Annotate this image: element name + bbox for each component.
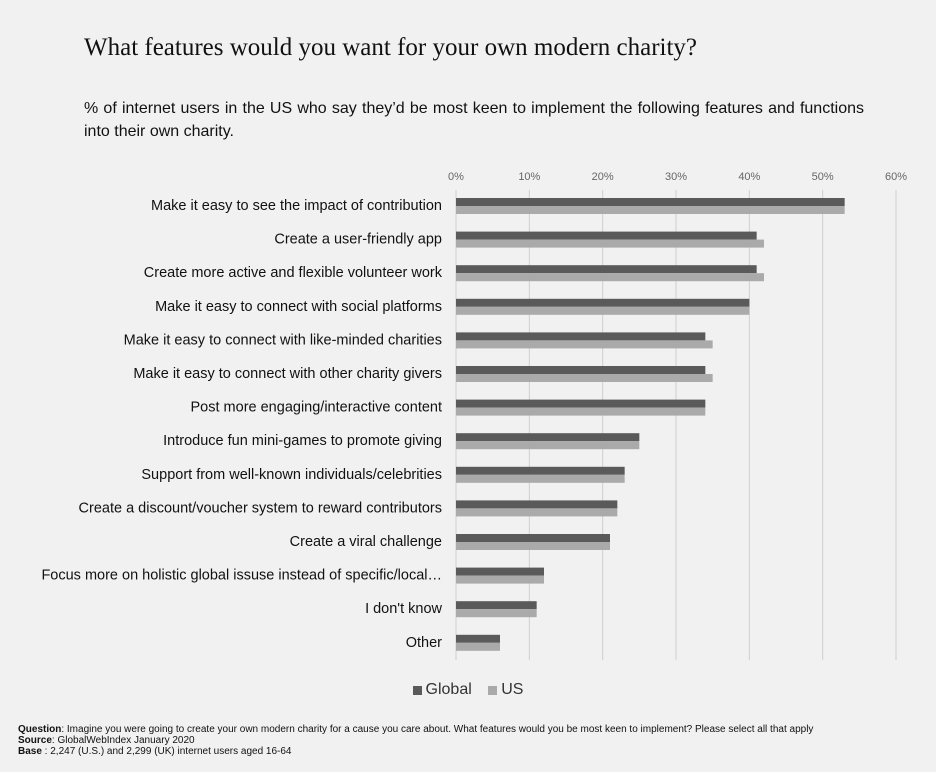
gridlines	[455, 190, 897, 660]
bar-global	[456, 466, 625, 475]
bars	[456, 198, 845, 651]
bar-global	[456, 332, 706, 341]
category-labels: Make it easy to see the impact of contri…	[41, 198, 442, 651]
bar-us	[456, 407, 706, 416]
category-label: Create a viral challenge	[290, 534, 442, 550]
legend-label-us: US	[501, 681, 524, 698]
bar-global	[456, 601, 537, 610]
bar-us	[456, 206, 845, 214]
category-label: Create more active and flexible voluntee…	[144, 265, 443, 281]
footnote-question: Question: Imagine you were going to crea…	[18, 724, 928, 735]
chart-title: What features would you want for your ow…	[84, 34, 698, 61]
bar-global	[456, 231, 757, 240]
bar-us	[456, 609, 537, 618]
bar-global	[456, 265, 757, 274]
legend-swatch-us	[488, 685, 498, 695]
bar-us	[456, 340, 713, 349]
question-label: Question	[18, 724, 62, 735]
bar-us	[456, 642, 500, 651]
bar-us	[456, 306, 750, 315]
category-label: Introduce fun mini-games to promote givi…	[163, 433, 442, 449]
bar-us	[456, 441, 640, 450]
category-label: Make it easy to see the impact of contri…	[151, 198, 442, 214]
x-axis-ticks: 0% 10% 20% 30% 40% 50% 60%	[448, 171, 907, 183]
question-text: : Imagine you were going to create your …	[61, 724, 814, 735]
category-label: I don't know	[365, 601, 442, 617]
base-text: : 2,247 (U.S.) and 2,299 (UK) internet u…	[41, 746, 292, 757]
footnote: Question: Imagine you were going to crea…	[18, 724, 928, 757]
category-label: Focus more on holistic global issuse ins…	[41, 568, 442, 584]
legend-label-global: Global	[425, 681, 472, 698]
category-label: Support from well-known individuals/cele…	[141, 467, 442, 483]
footnote-base: Base : 2,247 (U.S.) and 2,299 (UK) inter…	[18, 746, 928, 757]
bar-us	[456, 508, 618, 517]
bar-global	[456, 567, 544, 576]
x-tick-label: 50%	[812, 171, 834, 183]
x-tick-label: 0%	[448, 171, 464, 183]
chart-subtitle: % of internet users in the US who say th…	[84, 100, 864, 140]
x-tick-label: 20%	[592, 171, 614, 183]
base-label: Base	[18, 746, 42, 757]
legend-swatch-global	[412, 685, 422, 695]
bar-us	[456, 374, 713, 382]
bar-us	[456, 239, 764, 248]
category-label: Create a user-friendly app	[274, 232, 442, 248]
category-label: Make it easy to connect with other chari…	[133, 366, 442, 382]
source-text: : GlobalWebIndex January 2020	[51, 735, 195, 746]
category-label: Other	[406, 635, 442, 651]
x-tick-label: 10%	[518, 171, 540, 183]
bar-chart: 0% 10% 20% 30% 40% 50% 60% Make it easy to see…	[41, 171, 907, 660]
bar-global	[456, 634, 500, 643]
bar-us	[456, 575, 544, 584]
legend-item-us: US	[488, 681, 523, 699]
category-label: Make it easy to connect with like-minded…	[124, 332, 442, 348]
legend-item-global: Global	[412, 681, 472, 699]
bar-global	[456, 298, 750, 307]
footnote-source: Source: GlobalWebIndex January 2020	[18, 735, 928, 746]
legend: Global US	[0, 681, 936, 700]
x-tick-label: 30%	[665, 171, 687, 183]
bar-global	[456, 433, 640, 442]
bar-global	[456, 500, 618, 509]
source-label: Source	[18, 735, 52, 746]
x-tick-label: 40%	[738, 171, 760, 183]
bar-us	[456, 474, 625, 483]
x-tick-label: 60%	[885, 171, 907, 183]
bar-global	[456, 534, 610, 542]
category-label: Make it easy to connect with social plat…	[155, 299, 442, 315]
bar-us	[456, 273, 764, 282]
category-label: Create a discount/voucher system to rewa…	[79, 500, 442, 516]
category-label: Post more engaging/interactive content	[191, 400, 442, 416]
bar-us	[456, 542, 610, 550]
bar-global	[456, 198, 845, 206]
bar-global	[456, 366, 706, 374]
bar-global	[456, 399, 706, 408]
